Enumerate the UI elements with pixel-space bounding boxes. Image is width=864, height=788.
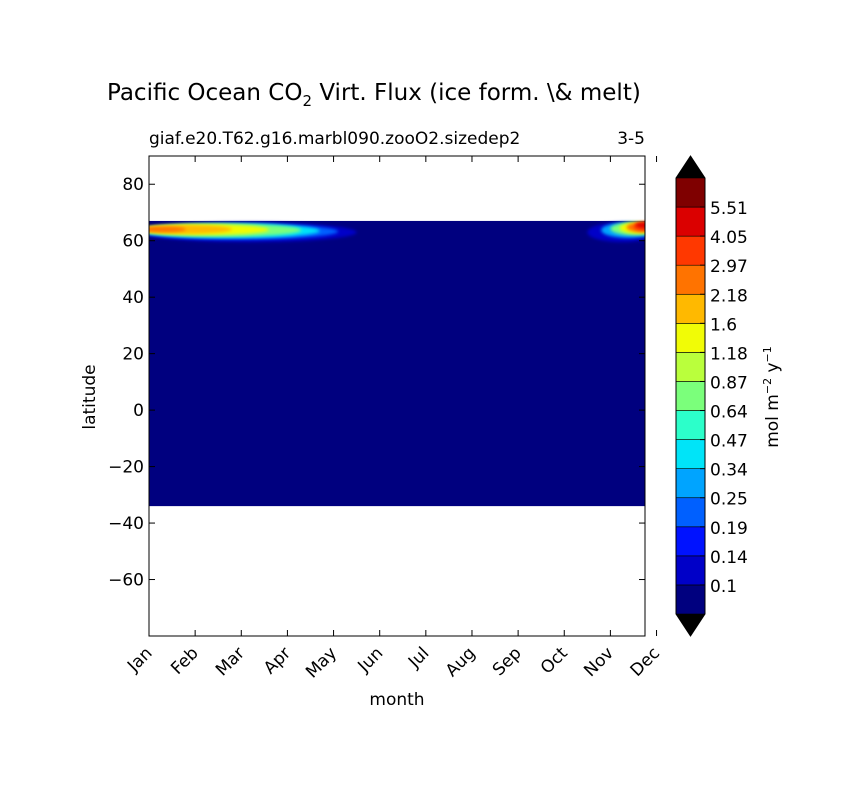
colorbar-tick-label: 0.19 xyxy=(710,519,748,539)
colorbar-swatch xyxy=(675,526,706,557)
colorbar-swatch xyxy=(675,381,706,411)
colorbar-swatch xyxy=(675,293,706,324)
colorbar-swatch xyxy=(675,352,706,382)
colorbar-swatch xyxy=(675,206,706,237)
colorbar-label: mol m−2 y−1 xyxy=(761,346,783,448)
colorbar-swatch xyxy=(675,177,706,208)
colorbar-tick-label: 1.18 xyxy=(710,344,748,364)
flux-contour xyxy=(149,226,186,233)
data-field-low xyxy=(149,220,645,507)
colorbar-tick-label: 0.25 xyxy=(710,490,748,510)
colorbar-swatch xyxy=(675,323,706,353)
colorbar-tick-label: 0.87 xyxy=(710,373,748,393)
chart-title: Pacific Ocean CO2 Virt. Flux (ice form. … xyxy=(107,80,641,110)
high-latitude-flux-band xyxy=(149,222,645,243)
colorbar-swatch xyxy=(675,439,706,469)
x-tick-label: Jun xyxy=(354,643,388,677)
y-tick-label: 60 xyxy=(122,232,144,252)
flux-contour xyxy=(635,222,645,228)
colorbar-tick-label: 2.97 xyxy=(710,257,748,277)
colorbar-tick-label: 0.64 xyxy=(710,403,748,423)
x-tick-label: Jan xyxy=(123,643,156,676)
colorbar-tick-label: 5.51 xyxy=(710,199,748,219)
colorbar-swatch xyxy=(675,497,706,528)
colorbar-tick-label: 2.18 xyxy=(710,286,748,306)
y-axis: 80 60 40 20 0 −20 −40 −60 xyxy=(108,175,645,591)
colorbar-tick-label: 0.1 xyxy=(710,577,737,597)
x-tick-label: Nov xyxy=(580,643,618,681)
x-tick-label: Oct xyxy=(537,643,572,678)
x-axis-label: month xyxy=(369,690,424,710)
colorbar-swatch xyxy=(675,584,706,615)
colorbar-outline xyxy=(675,155,706,637)
y-tick-label: −40 xyxy=(108,514,144,534)
y-tick-label: 80 xyxy=(122,175,144,195)
y-tick-label: 0 xyxy=(133,401,144,421)
x-tick-label: Feb xyxy=(167,643,202,678)
x-tick-label: Sep xyxy=(489,643,526,680)
x-tick-label: Dec xyxy=(627,643,664,680)
colorbar-swatch xyxy=(675,555,706,586)
x-tick-label: Jul xyxy=(404,643,433,672)
x-tick-label: Apr xyxy=(260,643,295,678)
chart-subtitle-right: 3-5 xyxy=(617,129,645,149)
colorbar: 0.1 0.14 0.19 0.25 0.34 0.47 0.64 0.87 1.18 1.6 2.… xyxy=(675,155,748,637)
colorbar-swatch xyxy=(675,264,706,295)
colorbar-swatch xyxy=(675,410,706,440)
colorbar-tick-label: 0.34 xyxy=(710,461,748,481)
colorbar-extend-min xyxy=(676,614,705,636)
y-tick-label: −60 xyxy=(108,571,144,591)
plot-frame xyxy=(148,155,646,637)
x-tick-label: Aug xyxy=(442,643,480,681)
colorbar-tick-label: 4.05 xyxy=(710,228,748,248)
y-tick-label: −20 xyxy=(108,458,144,478)
chart-subtitle-left: giaf.e20.T62.g16.marbl090.zooO2.sizedep2 xyxy=(149,129,520,149)
colorbar-tick-label: 1.6 xyxy=(710,315,737,335)
colorbar-extend-max xyxy=(676,156,705,178)
y-axis-label: latitude xyxy=(80,364,100,429)
x-tick-label: Mar xyxy=(212,643,249,680)
x-tick-label: May xyxy=(302,643,341,682)
colorbar-tick-label: 0.14 xyxy=(710,548,748,568)
plot-area: Jan Feb Mar Apr May Jun Jul Aug Sep Oct Nov Dec 80 6… xyxy=(108,155,664,682)
colorbar-swatch xyxy=(675,235,706,266)
colorbar-swatch xyxy=(675,468,706,499)
y-tick-label: 40 xyxy=(122,288,144,308)
colorbar-tick-label: 0.47 xyxy=(710,432,748,452)
y-tick-label: 20 xyxy=(122,345,144,365)
